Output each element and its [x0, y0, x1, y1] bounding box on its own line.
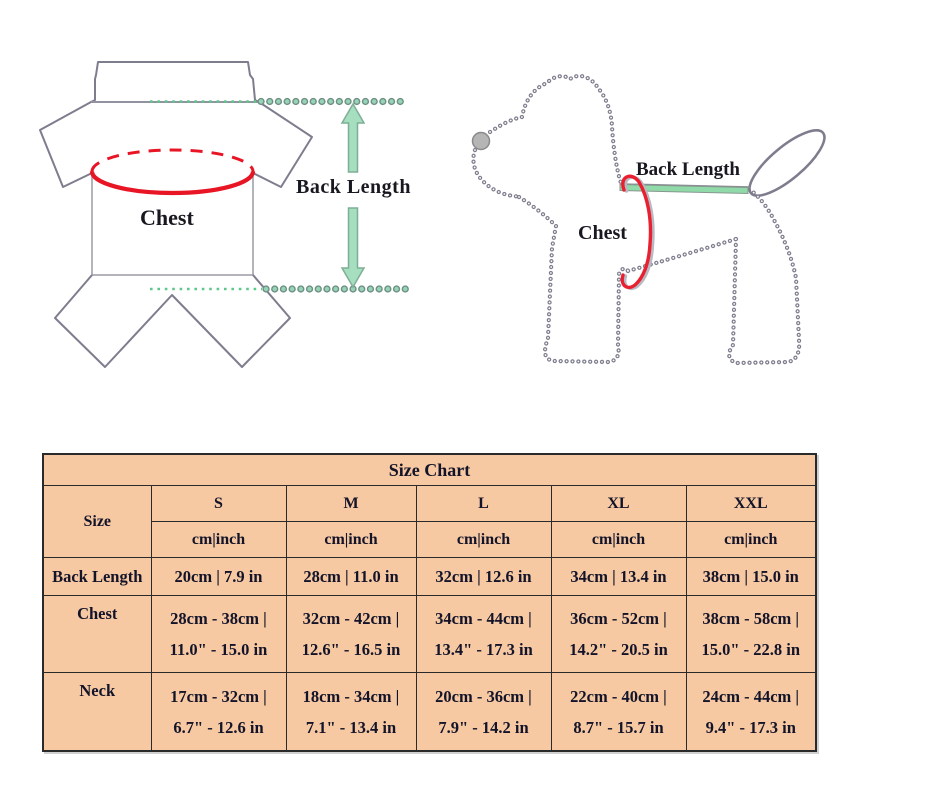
- cell-chest-s: 28cm - 38cm | 11.0" - 15.0 in: [150, 595, 287, 673]
- corner-size-label: Size: [42, 485, 152, 558]
- chest-girth-curve: [620, 174, 653, 290]
- dog-nose: [471, 131, 491, 151]
- cell-neck-l: 20cm - 36cm | 7.9" - 14.2 in: [415, 672, 552, 752]
- unit-label: cm|inch: [150, 521, 287, 558]
- measurement-diagrams: [39, 61, 826, 368]
- column-header-l: L: [415, 485, 552, 522]
- unit-label: cm|inch: [550, 521, 687, 558]
- dog-outline-beads: [471, 73, 802, 366]
- cell-back-length-m: 28cm | 11.0 in: [285, 557, 417, 596]
- unit-label: cm|inch: [285, 521, 417, 558]
- dog-diagram: [471, 73, 826, 366]
- garment-back-length-label: Back Length: [296, 176, 411, 198]
- row-header-chest: Chest: [42, 595, 152, 673]
- cell-chest-l: 34cm - 44cm | 13.4" - 17.3 in: [415, 595, 552, 673]
- cell-neck-m: 18cm - 34cm | 7.1" - 13.4 in: [285, 672, 417, 752]
- row-header-neck: Neck: [42, 672, 152, 752]
- cell-neck-s: 17cm - 32cm | 6.7" - 12.6 in: [150, 672, 287, 752]
- unit-label: cm|inch: [685, 521, 817, 558]
- cell-chest-xxl: 38cm - 58cm | 15.0" - 22.8 in: [685, 595, 817, 673]
- garment-flat-diagram: [39, 61, 412, 368]
- cell-neck-xl: 22cm - 40cm | 8.7" - 15.7 in: [550, 672, 687, 752]
- column-header-xxl: XXL: [685, 485, 817, 522]
- row-header-back-length: Back Length: [42, 557, 152, 596]
- collar-shape: [90, 61, 260, 103]
- cell-back-length-xl: 34cm | 13.4 in: [550, 557, 687, 596]
- column-header-s: S: [150, 485, 287, 522]
- garment-chest-label: Chest: [140, 205, 194, 230]
- column-header-xl: XL: [550, 485, 687, 522]
- chest-ellipse-dashed: [90, 148, 255, 172]
- cell-chest-xl: 36cm - 52cm | 14.2" - 20.5 in: [550, 595, 687, 673]
- back-length-bar: [619, 183, 749, 195]
- cell-back-length-l: 32cm | 12.6 in: [415, 557, 552, 596]
- cell-back-length-s: 20cm | 7.9 in: [150, 557, 287, 596]
- column-header-m: M: [285, 485, 417, 522]
- size-chart-table: Size Chart Size S M L XL XXL cm|inch cm|…: [42, 453, 817, 752]
- dog-back-length-label: Back Length: [636, 159, 740, 180]
- size-chart-title: Size Chart: [42, 453, 817, 486]
- cell-neck-xxl: 24cm - 44cm | 9.4" - 17.3 in: [685, 672, 817, 752]
- dog-tail: [748, 129, 826, 197]
- chest-ellipse-solid: [89, 171, 256, 196]
- unit-label: cm|inch: [415, 521, 552, 558]
- arrow-down-icon: [340, 207, 366, 289]
- arrow-up-icon: [340, 102, 366, 173]
- cell-back-length-xxl: 38cm | 15.0 in: [685, 557, 817, 596]
- cell-chest-m: 32cm - 42cm | 12.6" - 16.5 in: [285, 595, 417, 673]
- dog-chest-label: Chest: [578, 222, 627, 244]
